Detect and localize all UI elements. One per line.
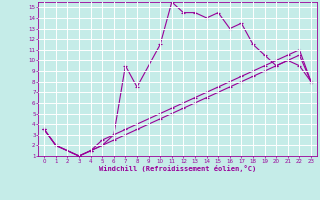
X-axis label: Windchill (Refroidissement éolien,°C): Windchill (Refroidissement éolien,°C) xyxy=(99,165,256,172)
